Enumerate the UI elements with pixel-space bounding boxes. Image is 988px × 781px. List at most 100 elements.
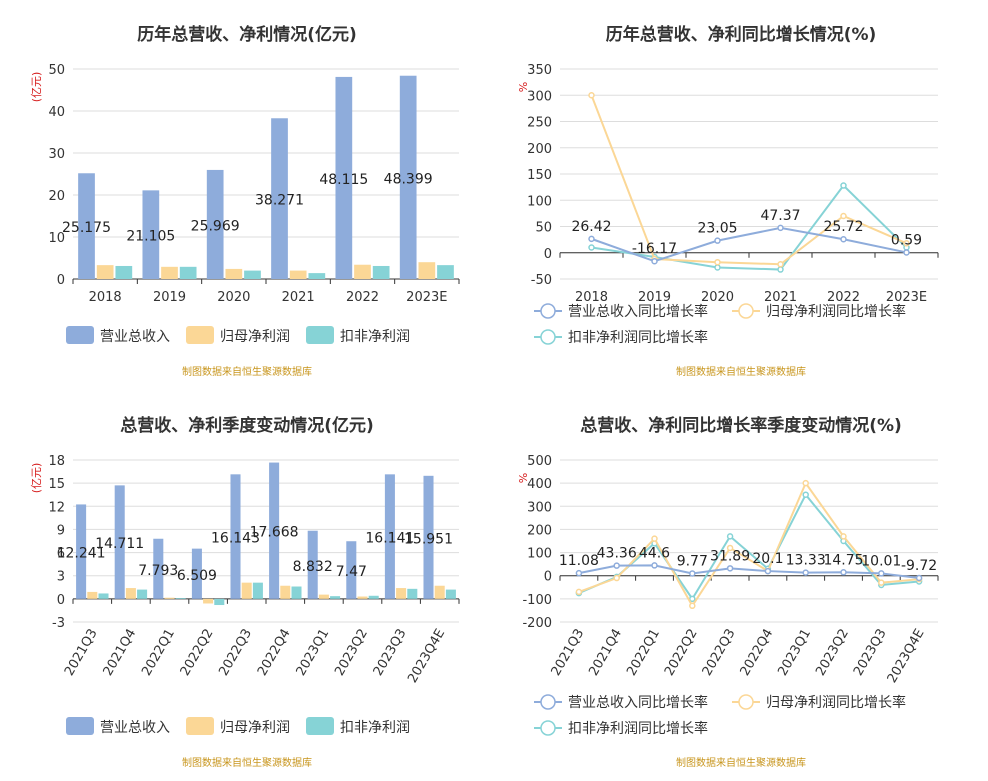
point-营业总收入同比增长率 xyxy=(726,565,734,572)
x-tick-label: 2020 xyxy=(701,290,734,305)
point-营业总收入同比增长率 xyxy=(764,567,772,575)
bar-扣非净利润 xyxy=(179,266,197,279)
bar-归母净利润 xyxy=(225,268,243,279)
data-label: 0.59 xyxy=(891,232,922,248)
point-归母净利润同比增长率 xyxy=(689,602,696,610)
legend-swatch xyxy=(306,717,334,735)
point-营业总收入同比增长率 xyxy=(651,257,658,265)
bar-归母净利润 xyxy=(125,588,136,599)
bar-扣非净利润 xyxy=(214,598,225,606)
legend-swatch xyxy=(186,326,214,344)
y-tick-label: 10 xyxy=(48,231,65,246)
bar-扣非净利润 xyxy=(115,265,133,279)
chart-title: 历年总营收、净利情况(亿元) xyxy=(137,25,357,45)
y-tick-label: 15 xyxy=(48,477,65,492)
x-tick-label: 2021Q4 xyxy=(586,627,625,679)
y-axis-unit: % xyxy=(517,473,530,483)
source-note: 制图数据来自恒生聚源数据库 xyxy=(182,367,312,378)
x-tick-label: 2022Q3 xyxy=(700,627,739,679)
point-归母净利润同比增长率 xyxy=(878,579,885,586)
point-营业总收入同比增长率 xyxy=(613,562,620,569)
data-label: 16.143 xyxy=(211,531,260,547)
legend-label: 扣非净利润 xyxy=(340,329,410,345)
point-归母净利润同比增长率 xyxy=(840,533,847,540)
y-tick-label: 350 xyxy=(527,63,552,78)
data-label: 38.271 xyxy=(255,193,304,209)
bar-扣非净利润 xyxy=(244,270,261,279)
y-tick-label: 400 xyxy=(527,477,552,492)
data-label: 12.241 xyxy=(57,546,106,562)
data-label: 25.72 xyxy=(823,219,863,235)
y-tick-label: 200 xyxy=(527,523,552,538)
bar-营业总收入 xyxy=(269,462,280,599)
bar-归母净利润 xyxy=(161,266,178,279)
y-tick-label: 3 xyxy=(57,570,65,585)
point-扣非净利润同比增长率 xyxy=(714,264,721,271)
x-tick-label: 2018 xyxy=(575,290,608,305)
legend-label: 营业总收入 xyxy=(100,329,170,345)
x-tick-label: 2023Q1 xyxy=(775,627,814,679)
y-tick-label: 0 xyxy=(544,247,552,262)
point-营业总收入同比增长率 xyxy=(878,570,885,577)
bar-归母净利润 xyxy=(318,594,329,599)
data-label: 14.75 xyxy=(823,552,863,568)
bar-营业总收入 xyxy=(271,118,288,279)
bar-营业总收入 xyxy=(78,173,95,279)
bar-归母净利润 xyxy=(357,596,368,599)
point-营业总收入同比增长率 xyxy=(840,569,847,576)
x-tick-label: 2022Q4 xyxy=(255,627,294,679)
y-tick-label: 40 xyxy=(48,105,65,120)
line-归母净利润同比增长率 xyxy=(590,94,907,266)
x-tick-label: 2019 xyxy=(638,290,671,305)
point-营业总收入同比增长率 xyxy=(903,249,910,256)
data-label: 16.141 xyxy=(365,531,414,547)
data-label: -9.72 xyxy=(901,558,937,574)
point-营业总收入同比增长率 xyxy=(802,569,809,576)
legend-label: 扣非净利润 xyxy=(340,720,410,736)
bar-营业总收入 xyxy=(346,541,357,599)
y-tick-label: 50 xyxy=(48,63,65,78)
point-归母净利润同比增长率 xyxy=(840,212,847,220)
legend-label: 营业总收入同比增长率 xyxy=(568,303,708,320)
point-归母净利润同比增长率 xyxy=(588,92,595,99)
bar-扣非净利润 xyxy=(407,588,418,599)
point-营业总收入同比增长率 xyxy=(588,235,595,243)
data-label: 25.175 xyxy=(62,220,111,236)
data-label: 48.399 xyxy=(384,171,433,187)
x-tick-label: 2019 xyxy=(153,290,186,305)
data-label: 31.89 xyxy=(710,548,750,564)
chart-title: 总营收、净利同比增长率季度变动情况(%) xyxy=(580,416,902,436)
x-tick-label: 2023Q2 xyxy=(332,627,371,679)
y-tick-label: 200 xyxy=(527,142,552,157)
x-tick-label: 2023E xyxy=(406,290,447,305)
x-tick-label: 2023Q3 xyxy=(851,627,890,679)
legend-label: 归母净利润 xyxy=(220,719,290,736)
source-note: 制图数据来自恒生聚源数据库 xyxy=(676,367,806,378)
point-归母净利润同比增长率 xyxy=(802,479,809,487)
legend-swatch xyxy=(186,717,214,735)
panel-annual-growth: 历年总营收、净利同比增长情况(%) -50 0 50 100 150 200 250 300 3… xyxy=(494,0,988,390)
bar-扣非净利润 xyxy=(372,265,390,279)
panel-quarterly-growth: 总营收、净利同比增长率季度变动情况(%) -200 -100 0 100 200 300 4… xyxy=(494,391,988,781)
legend-label: 归母净利润 xyxy=(220,328,290,345)
bar-扣非净利润 xyxy=(252,582,263,599)
y-tick-label: -200 xyxy=(522,616,552,631)
bar-扣非净利润 xyxy=(308,273,326,279)
bar-归母净利润 xyxy=(203,598,214,604)
legend-marker xyxy=(738,303,754,319)
legend-marker xyxy=(540,694,556,710)
legend-marker xyxy=(540,329,556,345)
y-tick-label: 6 xyxy=(57,547,65,562)
x-tick-label: 2023Q4E xyxy=(405,627,448,686)
y-tick-label: 300 xyxy=(527,500,552,515)
legend-label: 扣非净利润同比增长率 xyxy=(568,720,708,737)
bar-营业总收入 xyxy=(153,538,164,599)
bar-营业总收入 xyxy=(206,169,224,279)
x-tick-label: 2022Q4 xyxy=(738,627,777,679)
point-营业总收入同比增长率 xyxy=(714,237,721,244)
bar-扣非净利润 xyxy=(437,265,454,279)
x-tick-label: 2022 xyxy=(827,290,860,305)
legend-swatch xyxy=(66,717,94,735)
point-扣非净利润同比增长率 xyxy=(777,266,784,273)
